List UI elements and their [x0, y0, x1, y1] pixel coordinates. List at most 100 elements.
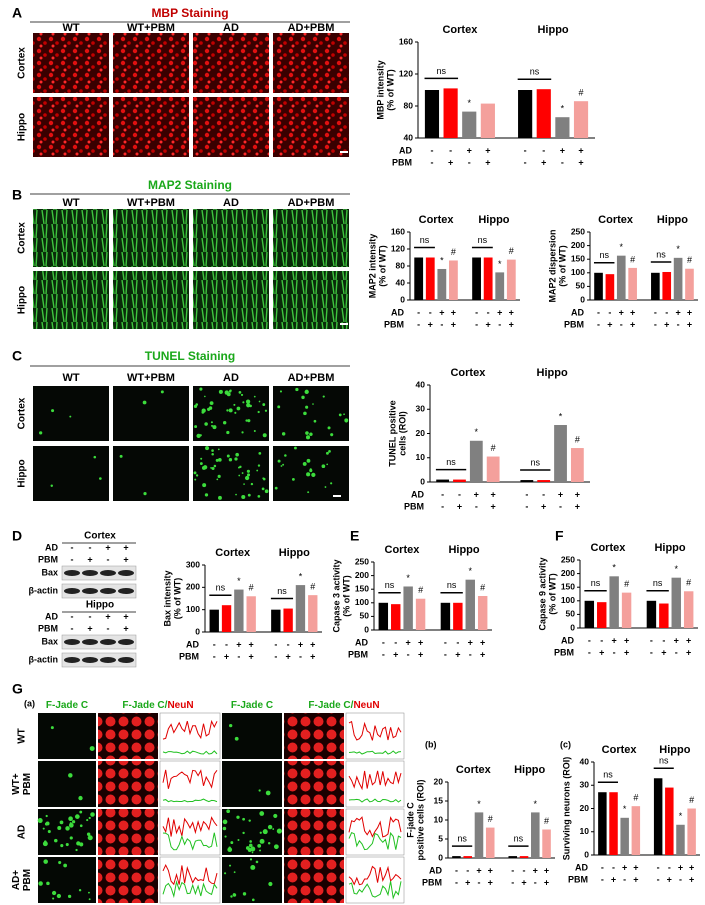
y-tick-label: 120	[399, 68, 413, 78]
micrograph	[38, 713, 96, 759]
micrograph-dot	[306, 472, 311, 477]
micrograph-dot	[86, 819, 89, 822]
condition-name: AD	[429, 865, 442, 875]
condition-sign: -	[417, 319, 420, 329]
column-label-part: F-Jade C/	[308, 700, 353, 711]
column-label: AD+PBM	[288, 22, 335, 34]
bar	[485, 827, 495, 858]
condition-sign: -	[89, 611, 92, 621]
micrograph-dot	[142, 400, 147, 405]
group-title: Hippo	[279, 547, 310, 559]
micrograph-dot	[211, 449, 214, 452]
column-label-part: F-Jade C	[46, 700, 88, 711]
bar	[462, 111, 477, 138]
micrograph-dot	[258, 789, 261, 792]
micrograph-dot	[199, 462, 203, 465]
micrograph-dot	[87, 835, 93, 841]
micrograph-dot	[294, 446, 297, 450]
condition-sign: -	[468, 157, 471, 167]
bar	[308, 595, 318, 632]
bar	[449, 260, 458, 300]
blot-band	[64, 639, 80, 645]
micrograph-dot	[242, 831, 245, 835]
condition-sign: +	[249, 651, 254, 661]
micrograph-dot	[235, 452, 239, 457]
micrograph-dot	[267, 842, 271, 845]
condition-sign: +	[393, 649, 398, 659]
y-axis-label: MAP2 intensity	[367, 234, 377, 299]
micrograph-dot	[259, 831, 262, 834]
y-tick-label: 120	[391, 243, 405, 253]
significance-mark: *	[475, 427, 479, 437]
y-axis-label: (% of WT)	[547, 573, 557, 614]
micrograph-dot	[217, 474, 221, 478]
blot-band	[100, 639, 116, 645]
condition-sign: +	[619, 307, 624, 317]
y-axis-label: Bax intensity	[162, 570, 172, 626]
condition-name: AD	[575, 862, 588, 872]
significance-mark: *	[477, 799, 481, 809]
micrograph-dot	[51, 409, 55, 413]
micrograph-dot	[63, 863, 68, 868]
micrograph	[113, 446, 189, 501]
ns-label: ns	[420, 235, 430, 245]
profile-red	[162, 719, 218, 740]
y-tick-label: 0	[580, 294, 585, 304]
micrograph	[113, 386, 189, 441]
condition-sign: +	[675, 307, 680, 317]
micrograph-dot	[211, 424, 214, 427]
condition-sign: -	[668, 862, 671, 872]
condition-sign: +	[123, 554, 128, 564]
micrograph-dot	[272, 828, 275, 830]
significance-mark: *	[612, 563, 616, 573]
micrograph-dot	[193, 471, 197, 475]
micrograph-dot	[321, 464, 326, 469]
column-label-part: NeuN	[167, 700, 193, 711]
significance-mark: *	[237, 576, 241, 586]
micrograph-dot	[143, 492, 147, 496]
bar	[531, 812, 540, 858]
condition-sign: +	[439, 307, 444, 317]
condition-sign: -	[612, 862, 615, 872]
micrograph-dot	[328, 450, 331, 453]
condition-sign: +	[664, 319, 669, 329]
condition-sign: +	[491, 501, 496, 511]
panel-letter: D	[12, 528, 22, 544]
column-label: F-Jade C	[231, 700, 273, 711]
condition-sign: -	[456, 637, 459, 647]
bar	[424, 90, 440, 138]
significance-mark: #	[689, 795, 694, 805]
y-tick-label: 0	[364, 624, 369, 634]
y-tick-label: 200	[571, 240, 585, 250]
micrograph	[113, 271, 189, 329]
profile-red	[348, 720, 402, 741]
bar	[520, 480, 534, 482]
condition-sign: -	[449, 145, 452, 155]
micrograph-dot	[216, 478, 219, 481]
column-label: WT+PBM	[127, 372, 175, 384]
sub-label: (c)	[560, 739, 571, 749]
micrograph-dot	[218, 389, 223, 394]
condition-sign: +	[465, 877, 470, 887]
row-label: AD	[17, 825, 28, 839]
condition-sign: +	[476, 865, 481, 875]
micrograph	[38, 857, 96, 903]
micrograph-dot	[240, 393, 244, 397]
condition-sign: +	[87, 623, 92, 633]
condition-name: PBM	[179, 651, 199, 661]
condition-sign: -	[620, 319, 623, 329]
bar	[486, 456, 500, 482]
micrograph	[193, 386, 269, 441]
panel-letter: E	[350, 528, 359, 544]
band-name: Bax	[41, 636, 58, 646]
blot-band	[118, 639, 134, 645]
row-label: Cortex	[17, 397, 28, 429]
micrograph-dot	[204, 422, 208, 426]
y-axis-label: (% of WT)	[557, 245, 567, 286]
condition-sign: -	[597, 307, 600, 317]
y-tick-label: 200	[355, 570, 369, 580]
bar	[495, 272, 505, 300]
y-axis-label: positive cells (ROI)	[415, 779, 425, 860]
condition-sign: +	[661, 647, 666, 657]
